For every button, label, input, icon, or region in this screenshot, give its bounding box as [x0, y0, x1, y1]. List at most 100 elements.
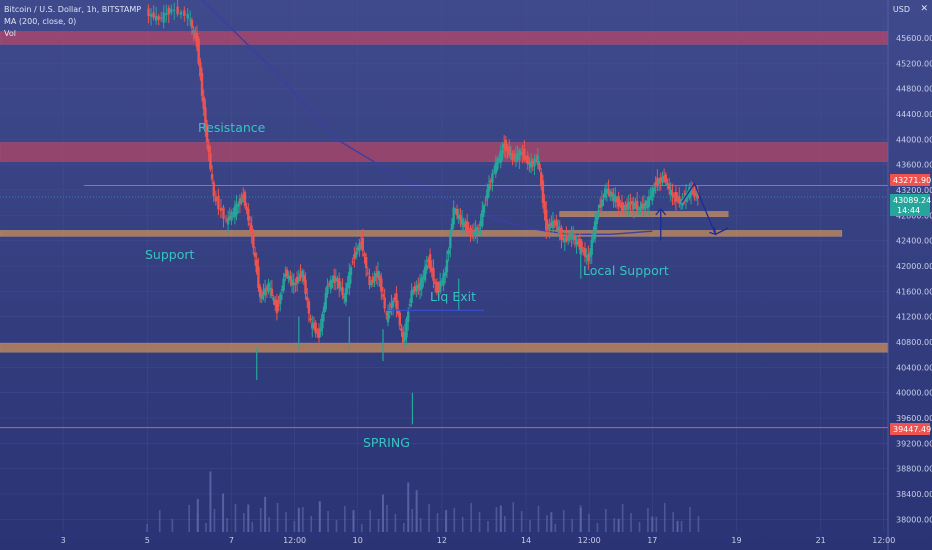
candle-body — [629, 202, 632, 204]
candle-body — [428, 254, 432, 269]
countdown-text: 14:44 — [897, 206, 920, 215]
candle-body — [304, 279, 307, 294]
candle-body — [306, 296, 309, 301]
candle-body — [268, 287, 272, 290]
candle-body — [405, 318, 408, 338]
candle-body — [294, 282, 297, 285]
candle-body — [420, 277, 423, 290]
candle-body — [609, 191, 612, 197]
candle-body — [459, 215, 462, 220]
x-tick-label: 19 — [731, 536, 741, 545]
volume-bar — [352, 515, 355, 532]
y-tick-label: 40800.00 — [896, 338, 932, 347]
volume-bar — [445, 510, 448, 532]
volume-bar — [394, 514, 397, 532]
candle-body — [619, 205, 622, 207]
candle-body — [351, 261, 354, 263]
volume-bar — [381, 494, 384, 532]
candle-body — [380, 278, 383, 292]
candle-body — [157, 16, 160, 20]
ma-200-line — [201, 0, 653, 236]
candle-body — [393, 297, 396, 300]
volume-bars — [146, 471, 700, 532]
candle-body — [642, 203, 646, 210]
candle-body — [334, 277, 338, 282]
volume-bar — [630, 513, 632, 532]
candle-body — [615, 198, 619, 202]
candle-body — [546, 223, 550, 229]
candle-body — [354, 251, 358, 258]
candle-body — [511, 153, 514, 160]
candle-body — [375, 273, 378, 277]
candle-body — [167, 7, 170, 15]
volume-bar — [226, 518, 228, 532]
candle-body — [605, 189, 609, 193]
candle-body — [634, 205, 637, 207]
candle-body — [590, 239, 593, 255]
candle-body — [622, 204, 625, 210]
candle-body — [383, 297, 386, 309]
volume-bar — [243, 513, 245, 532]
candle-body — [644, 202, 647, 206]
candle-body — [277, 304, 280, 306]
candle-body — [316, 331, 319, 333]
candle-body — [583, 247, 587, 257]
candle-body — [578, 238, 582, 250]
candle-body — [194, 32, 197, 39]
arrows — [655, 182, 729, 241]
close-icon[interactable]: ✕ — [920, 4, 928, 14]
candle-body — [339, 288, 343, 290]
candle-body — [509, 154, 513, 157]
y-tick-label: 38400.00 — [896, 490, 932, 499]
volume-bar — [647, 508, 649, 532]
candle-body — [652, 187, 656, 192]
support-zone — [0, 230, 843, 237]
candle-body — [620, 202, 624, 212]
candle-body — [556, 226, 560, 232]
candle-body — [321, 314, 324, 329]
candle-body — [570, 232, 573, 240]
volume-bar — [268, 517, 270, 532]
candle-body — [523, 148, 526, 160]
candle-body — [445, 259, 449, 273]
volume-bar — [360, 524, 363, 532]
time-axis[interactable]: 3 5 7 12:00 10 12 14 12:00 17 19 21 12:00 — [61, 536, 896, 545]
candle-body — [285, 269, 289, 277]
candle-body — [270, 288, 274, 296]
candle-body — [368, 276, 371, 285]
volume-bar — [655, 517, 658, 532]
volume-bar — [205, 523, 207, 532]
current-price-tag: 43089.24 14:44 — [890, 194, 931, 216]
candle-body — [666, 182, 669, 186]
candle-body — [341, 287, 344, 296]
candle-body — [240, 198, 243, 203]
candle-body — [346, 283, 349, 289]
candle-body — [603, 188, 607, 198]
candle-body — [573, 235, 577, 241]
candle-body — [664, 174, 667, 183]
candle-body — [444, 272, 447, 277]
candle-body — [222, 207, 225, 219]
volume-bar — [596, 523, 599, 532]
candle-body — [307, 301, 311, 314]
y-tick-label: 41200.00 — [896, 313, 932, 322]
candle-body — [324, 293, 327, 310]
price-axis[interactable]: 38000.00 38400.00 38800.00 39200.00 39600.00… — [887, 0, 932, 550]
candle-body — [494, 162, 497, 174]
low-price-tag: 39447.49 — [890, 423, 931, 435]
ma-legend: MA (200, close, 0) — [4, 17, 76, 26]
support-zone — [0, 342, 889, 353]
y-tick-label: 45600.00 — [896, 34, 932, 43]
resistance-zone — [0, 31, 889, 45]
candle-body — [238, 198, 242, 205]
candle-body — [317, 328, 321, 338]
candle-body — [403, 332, 407, 341]
candle-body — [499, 150, 503, 163]
candle-body — [476, 227, 479, 235]
candle-body — [197, 38, 200, 64]
candle-body — [376, 270, 380, 278]
candle-body — [205, 123, 209, 142]
candle-body — [202, 96, 205, 109]
candle-body — [526, 155, 529, 165]
